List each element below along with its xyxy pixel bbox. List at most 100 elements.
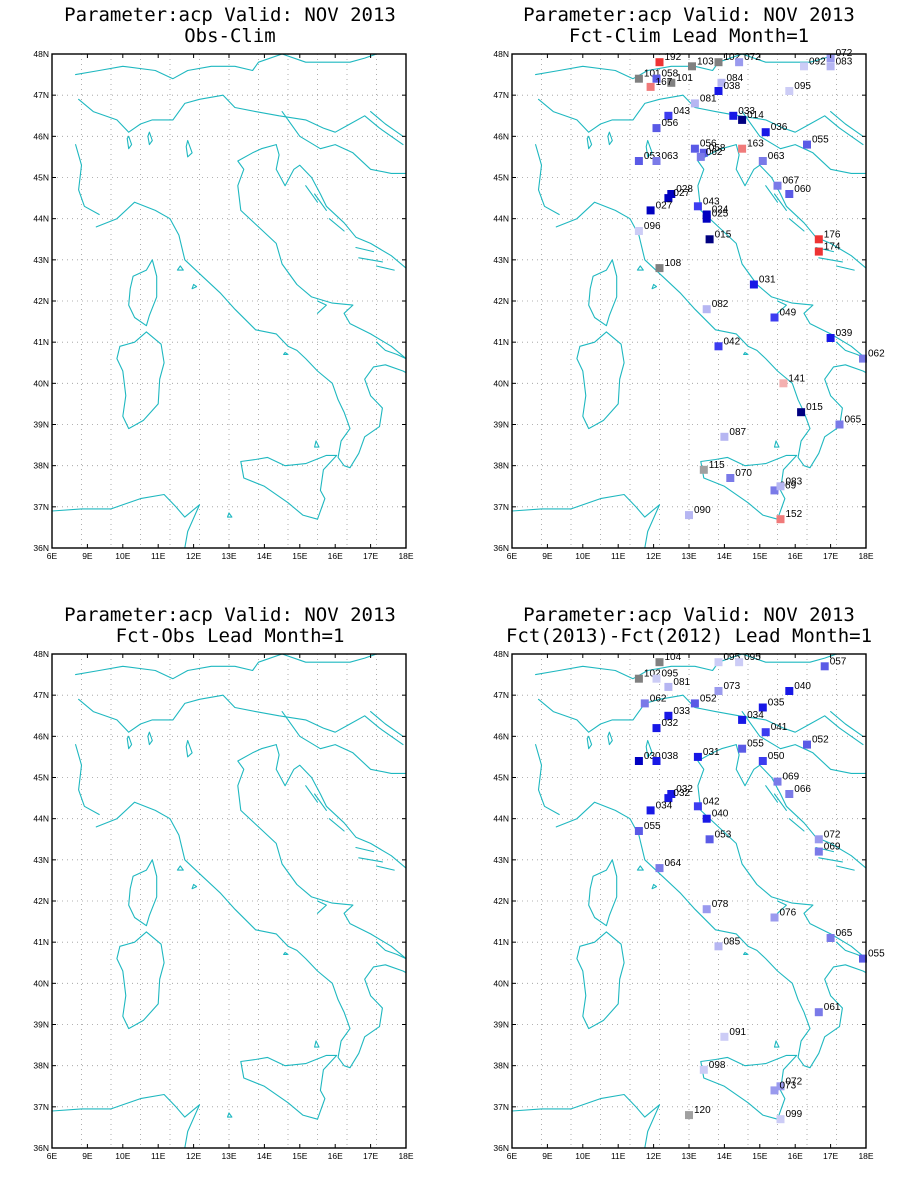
station-value-label: 073 [780,1080,797,1091]
station-marker: 036 [761,122,788,137]
lat-tick-label: 40N [493,378,509,388]
lon-tick-label: 12E [646,1151,661,1161]
station-square [859,954,867,963]
coastline-segment [283,951,289,956]
station-square [646,82,655,91]
lat-tick-label: 41N [33,337,49,347]
coastline-segment [52,493,201,548]
lat-tick-label: 48N [33,649,49,659]
station-value-label: 083 [786,476,803,487]
station-square [761,128,770,137]
station-value-label: 015 [715,229,732,240]
lat-tick-label: 45N [33,173,49,183]
station-marker: 028 [667,184,693,198]
station-value-label: 061 [824,1002,841,1013]
lon-tick-label: 11E [151,1151,166,1161]
station-value-label: 069 [824,842,841,853]
station-value-label: 192 [665,52,682,63]
coastline-segment [765,185,779,203]
station-square [814,835,823,844]
station-square [664,111,673,120]
station-marker: 055 [738,739,764,753]
station-marker: 062 [859,349,885,363]
station-marker: 090 [685,505,711,520]
station-square [814,235,823,244]
station-marker: 033 [664,706,691,720]
station-square [729,111,738,120]
station-marker: 101 [667,73,693,87]
station-marker: 095 [652,669,679,683]
station-value-label: 098 [709,1060,726,1071]
coastline-segment [835,865,855,871]
coastline-segment [375,341,406,360]
station-marker: 052 [803,735,829,749]
station-marker: 095 [735,652,761,667]
coastline-segment [788,818,805,832]
station-square [690,699,699,708]
station-square [738,715,747,724]
lat-tick-label: 41N [33,937,49,947]
lon-tick-label: 6E [507,1151,518,1161]
station-marker: 076 [770,908,797,922]
coastline-segment [773,793,787,811]
map-area: 6E 9E 10E 11E 12E 13E 14E 15E 16E 17E 18E 36N 37N 38N… [33,49,413,561]
lat-tick-label: 45N [33,773,49,783]
coastline-segment [240,454,338,520]
station-square [688,62,696,71]
coastline-segment [95,144,406,469]
coastline [512,654,866,1148]
coastline-segment [314,1040,320,1048]
station-square [705,235,714,244]
station-value-label: 176 [824,229,841,240]
coastline-segment [314,193,327,211]
station-square [664,194,673,203]
panel-fct-obs: Parameter:acp Valid: NOV 2013 Fct-Obs Le… [33,604,413,1161]
coastline-segment [316,900,327,914]
station-value-label: 072 [786,1076,803,1087]
coastline-segment [535,54,838,80]
lat-tick-label: 39N [493,1020,509,1030]
station-marker: 038 [652,751,679,765]
station-square [667,790,676,798]
station-value-label: 043 [673,106,690,117]
lat-tick-label: 45N [493,173,509,183]
station-marker: 104 [655,652,682,667]
station-square [776,482,785,491]
station-value-label: 062 [706,147,723,158]
station-square [634,674,643,683]
station-value-label: 041 [771,722,788,733]
station-value-label: 091 [729,1027,746,1038]
lon-tick-label: 18E [398,551,413,561]
station-marker: 085 [714,936,741,951]
station-value-label: 102 [724,52,741,63]
station-marker: 043 [693,196,720,211]
station-square [685,1111,693,1120]
lat-tick-label: 43N [493,255,509,265]
panel-title-line2: Obs-Clim [184,25,276,47]
station-marker: 070 [726,468,752,482]
graticule [512,54,866,548]
station-value-label: 033 [673,706,690,717]
station-square [803,140,811,149]
axis-ticks: 6E 9E 10E 11E 12E 13E 14E 15E 16E 17E 18E 36N 37N 38N… [33,649,413,1161]
station-value-label: 081 [700,93,717,104]
lat-tick-label: 38N [493,1061,509,1071]
lon-tick-label: 17E [363,1151,378,1161]
station-value-label: 040 [712,809,729,820]
station-marker: 099 [776,1109,803,1124]
coastline-segment [835,265,855,271]
station-marker: 095 [714,652,741,667]
station-marker: 039 [826,328,853,342]
station-value-label: 014 [747,110,764,121]
station-marker: 027 [664,188,691,203]
coastline-segment [75,144,100,216]
station-square [699,1065,708,1074]
station-square [770,1086,779,1095]
station-marker: 174 [814,242,841,256]
station-value-label: 066 [794,784,811,795]
station-marker: 030 [634,751,661,765]
axis-ticks: 6E 9E 10E 11E 12E 13E 14E 15E 16E 17E 18E 36N 37N 38N… [493,649,873,1161]
station-square [776,1115,785,1124]
lon-tick-label: 18E [858,1151,873,1161]
